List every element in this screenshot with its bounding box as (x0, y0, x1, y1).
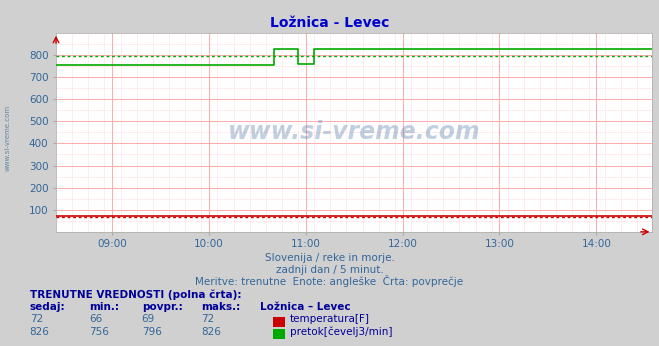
Text: pretok[čevelj3/min]: pretok[čevelj3/min] (290, 326, 393, 337)
Text: 826: 826 (201, 327, 221, 337)
Text: 756: 756 (89, 327, 109, 337)
Text: temperatura[F]: temperatura[F] (290, 315, 370, 325)
Text: 72: 72 (30, 315, 43, 325)
Text: maks.:: maks.: (201, 302, 241, 312)
Text: min.:: min.: (89, 302, 119, 312)
Text: 72: 72 (201, 315, 214, 325)
Text: Slovenija / reke in morje.: Slovenija / reke in morje. (264, 253, 395, 263)
Text: Ložnica – Levec: Ložnica – Levec (260, 302, 351, 312)
Text: sedaj:: sedaj: (30, 302, 65, 312)
Text: Meritve: trenutne  Enote: angleške  Črta: povprečje: Meritve: trenutne Enote: angleške Črta: … (196, 275, 463, 288)
Text: povpr.:: povpr.: (142, 302, 183, 312)
Text: 69: 69 (142, 315, 155, 325)
Text: TRENUTNE VREDNOSTI (polna črta):: TRENUTNE VREDNOSTI (polna črta): (30, 290, 241, 300)
Text: 796: 796 (142, 327, 161, 337)
Text: www.si-vreme.com: www.si-vreme.com (5, 105, 11, 172)
Text: 66: 66 (89, 315, 102, 325)
Text: zadnji dan / 5 minut.: zadnji dan / 5 minut. (275, 265, 384, 275)
Text: www.si-vreme.com: www.si-vreme.com (228, 120, 480, 144)
Text: Ložnica - Levec: Ložnica - Levec (270, 16, 389, 29)
Text: 826: 826 (30, 327, 49, 337)
